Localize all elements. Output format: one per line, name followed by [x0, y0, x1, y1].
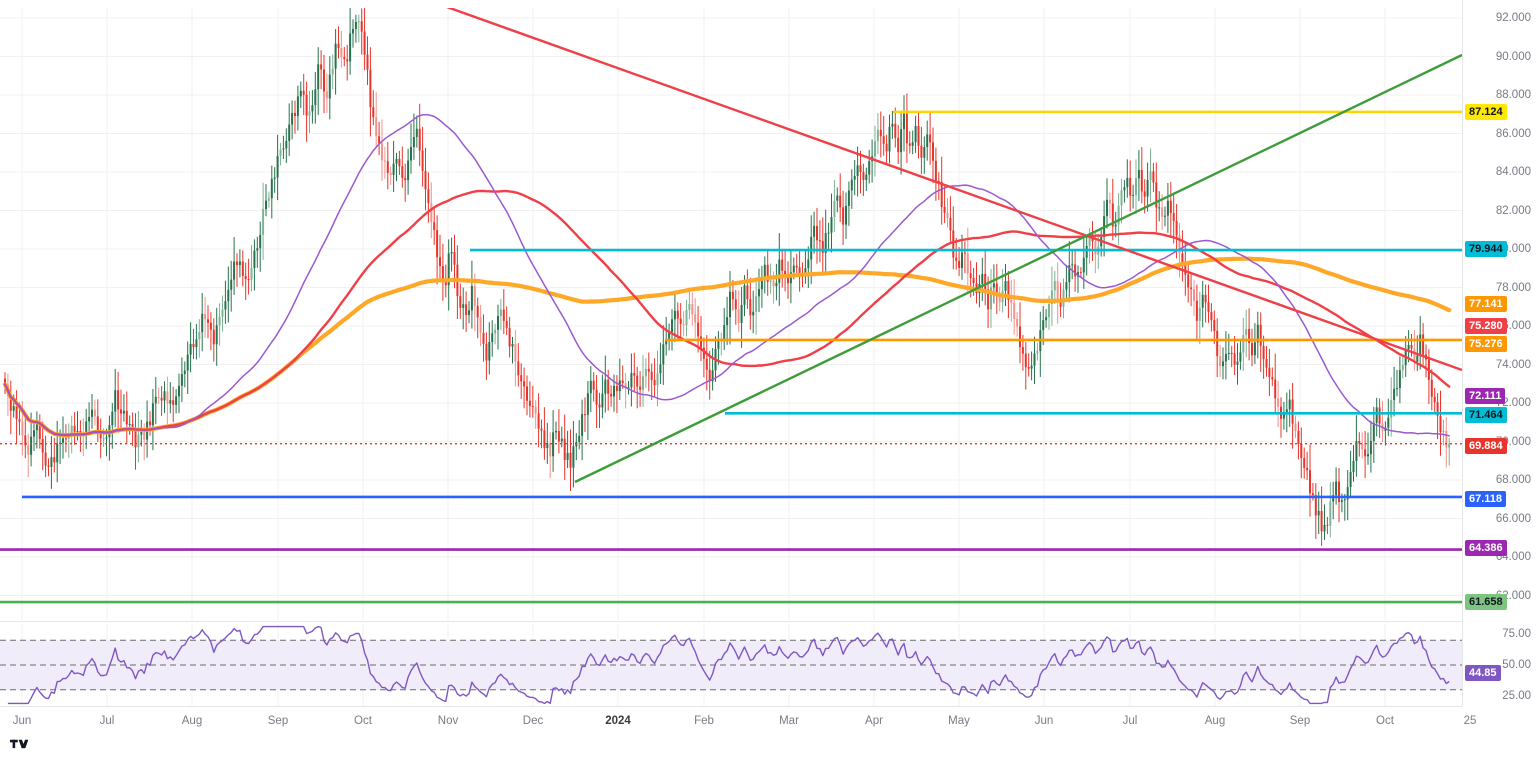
price-tag-last-price[interactable]: 69.884 — [1465, 438, 1507, 454]
time-tick-sep: Sep — [267, 715, 289, 727]
time-tick-jul: Jul — [1122, 715, 1138, 727]
trendlines — [446, 8, 1462, 484]
time-tick-jun: Jun — [1034, 715, 1054, 727]
price-gridlines — [0, 8, 1462, 620]
price-tick-66-000: 66.000 — [1495, 512, 1531, 525]
price-plot-svg[interactable] — [0, 8, 1462, 620]
rsi-tick-75: 75.00 — [1502, 628, 1531, 640]
time-tick-jun: Jun — [12, 715, 32, 727]
price-tick-92-000: 92.000 — [1495, 12, 1531, 24]
price-tag-support-blue[interactable]: 67.118 — [1465, 491, 1507, 507]
time-tick-sep: Sep — [1289, 715, 1311, 727]
tradingview-logo-icon — [10, 739, 29, 749]
rsi-line — [7, 625, 1450, 705]
price-tag-ma55-tag[interactable]: 72.111 — [1465, 388, 1506, 404]
time-tick-aug: Aug — [1204, 715, 1226, 727]
rsi-tick-50: 50.00 — [1502, 659, 1531, 671]
rsi-plot-svg[interactable] — [0, 624, 1462, 706]
moving-average-lines — [2, 113, 1452, 438]
time-tick-apr: Apr — [865, 715, 883, 727]
price-tag-support-purple[interactable]: 64.386 — [1465, 540, 1507, 556]
rsi-tick-25: 25.00 — [1502, 690, 1531, 702]
trendline-descending-red — [446, 8, 1462, 372]
price-tag-ma200-tag[interactable]: 77.141 — [1465, 296, 1507, 312]
price-tick-78-000: 78.000 — [1495, 281, 1531, 294]
time-tick-dec: Dec — [522, 715, 544, 727]
pane-divider — [0, 621, 1462, 622]
time-tick-feb: Feb — [694, 715, 714, 727]
price-tag-support-orange[interactable]: 75.276 — [1465, 336, 1507, 352]
price-tag-resistance-cyan[interactable]: 79.944 — [1465, 241, 1507, 257]
time-tick-25: 25 — [1463, 715, 1477, 727]
time-tick-nov: Nov — [437, 715, 459, 727]
price-tick-86-000: 86.000 — [1495, 127, 1531, 140]
price-tag-support-cyan[interactable]: 71.464 — [1465, 407, 1507, 423]
trendline-ascending-green — [574, 53, 1462, 484]
price-tag-resistance-yellow[interactable]: 87.124 — [1465, 104, 1507, 120]
candlestick-series — [4, 8, 1451, 546]
price-tick-82-000: 82.000 — [1495, 204, 1531, 217]
time-scale[interactable]: Jun Jul Aug Sep Oct Nov Dec 2024 Feb Mar Apr May Jun… — [0, 706, 1476, 737]
price-tag-rsi-value[interactable]: 44.85 — [1465, 665, 1501, 681]
time-tick-oct: Oct — [1376, 715, 1394, 727]
time-tick-aug: Aug — [181, 715, 203, 727]
price-tick-84-000: 84.000 — [1495, 166, 1531, 178]
price-tag-support-green[interactable]: 61.658 — [1465, 594, 1507, 610]
price-tag-ma100-tag[interactable]: 75.280 — [1465, 318, 1507, 334]
rsi-pane[interactable] — [0, 624, 1462, 706]
chart-frame[interactable]: 92.000 90.000 88.000 86.000 84.000 82.000 80.0… — [0, 0, 1536, 727]
price-tick-68-000: 68.000 — [1495, 474, 1531, 486]
time-tick-may: May — [948, 715, 970, 727]
time-tick-mar: Mar — [779, 715, 799, 727]
price-tick-74-000: 74.000 — [1495, 358, 1531, 371]
price-pane[interactable] — [0, 8, 1462, 620]
price-scale[interactable]: 92.000 90.000 88.000 86.000 84.000 82.000 80.0… — [1462, 0, 1536, 706]
time-tick-2024: 2024 — [605, 715, 631, 727]
price-tick-90-000: 90.000 — [1495, 50, 1531, 63]
tradingview-branding — [10, 735, 36, 749]
time-tick-jul: Jul — [99, 715, 115, 727]
price-tick-88-000: 88.000 — [1495, 89, 1531, 101]
time-tick-oct: Oct — [354, 715, 372, 727]
horizontal-levels — [0, 110, 1462, 604]
